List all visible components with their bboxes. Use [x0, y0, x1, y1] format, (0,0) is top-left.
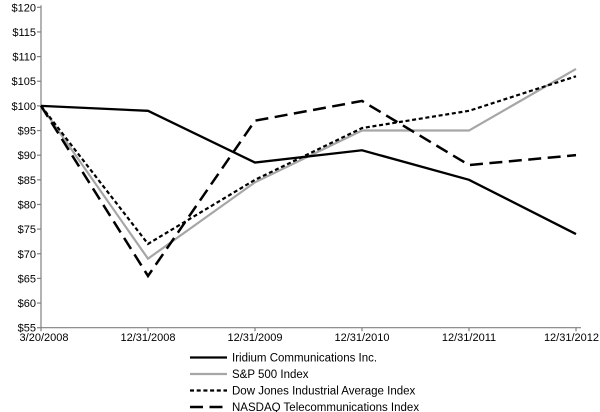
- y-axis-label: $120: [12, 2, 36, 14]
- y-axis-label: $110: [12, 52, 36, 64]
- y-axis-label: $60: [18, 298, 36, 310]
- y-axis-label: $85: [18, 175, 36, 187]
- legend-label: NASDAQ Telecommunications Index: [232, 402, 419, 412]
- x-axis-label: 12/31/2008: [120, 332, 175, 344]
- y-axis-label: $115: [12, 27, 36, 39]
- series-line-iridium-communications-inc: [40, 104, 577, 236]
- y-axis-label: $65: [18, 273, 36, 285]
- x-axis-label: 12/31/2012: [544, 332, 599, 344]
- series-line-dow-jones-industrial-average-index: [40, 75, 577, 246]
- y-axis-label: $100: [12, 101, 36, 113]
- x-axis-label: 12/31/2011: [442, 332, 496, 344]
- legend-label: S&P 500 Index: [232, 369, 309, 381]
- y-axis-label: $105: [12, 76, 36, 88]
- x-axis-label: 12/31/2009: [227, 332, 282, 344]
- y-axis-label: $80: [18, 199, 36, 211]
- y-axis-label: $55: [18, 323, 36, 335]
- legend-label: Iridium Communications Inc.: [232, 353, 377, 365]
- x-axis-label: 12/31/2010: [334, 332, 389, 344]
- y-axis-label: $75: [18, 224, 36, 236]
- y-axis-label: $95: [18, 126, 36, 138]
- y-axis-label: $90: [18, 150, 36, 162]
- series-line-nasdaq-telecommunications-index: [39, 99, 577, 279]
- legend-label: Dow Jones Industrial Average Index: [232, 386, 416, 398]
- y-axis-label: $70: [18, 249, 36, 261]
- x-axis-label: 3/20/2008: [20, 332, 69, 344]
